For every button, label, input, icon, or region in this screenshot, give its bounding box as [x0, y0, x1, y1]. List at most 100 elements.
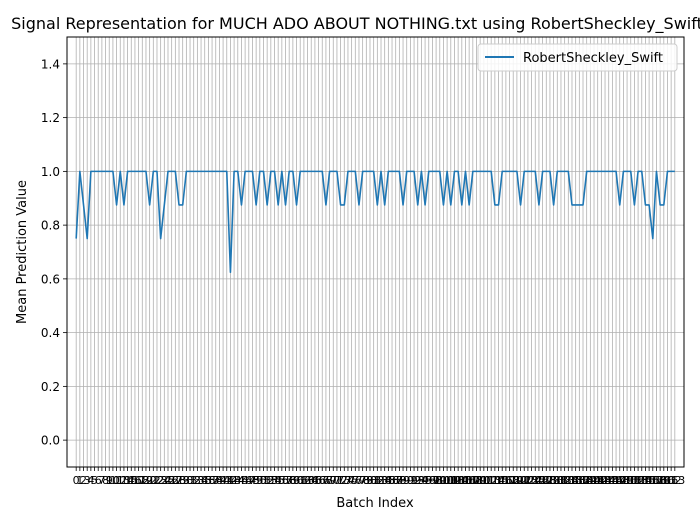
x-tick-label: 39 — [212, 474, 226, 487]
x-tick-label: 90 — [400, 474, 414, 487]
x-tick-label: 33 — [190, 474, 204, 487]
x-tick-label: 50 — [253, 474, 267, 487]
x-tick-label: 63 — [301, 474, 315, 487]
x-tick-label: 81 — [367, 474, 381, 487]
x-tick-label: 68 — [319, 474, 333, 487]
x-tick-label: 85 — [381, 474, 395, 487]
x-tick-label: 132 — [550, 474, 571, 487]
x-tick-label: 116 — [492, 474, 513, 487]
x-tick-label: 100 — [433, 474, 454, 487]
x-tick-label: 26 — [165, 474, 179, 487]
x-tick-label: 120 — [506, 474, 527, 487]
x-tick-label: 108 — [462, 474, 483, 487]
x-tick-label: 66 — [312, 474, 326, 487]
x-tick-label: 99 — [433, 474, 447, 487]
plot-frame — [66, 36, 685, 468]
x-tick-label: 58 — [282, 474, 296, 487]
x-tick-label: 156 — [639, 474, 660, 487]
x-tick-label: 3 — [84, 474, 91, 487]
y-tick-label: 0.8 — [41, 219, 60, 233]
x-tick-label: 160 — [653, 474, 674, 487]
x-tick-label: 78 — [356, 474, 370, 487]
x-tick-label: 155 — [635, 474, 656, 487]
x-tick-label: 54 — [268, 474, 282, 487]
x-tick-label: 130 — [543, 474, 564, 487]
x-tick-label: 20 — [143, 474, 157, 487]
x-tick-label: 136 — [565, 474, 586, 487]
x-tick-label: 6 — [95, 474, 102, 487]
x-tick-label: 28 — [172, 474, 186, 487]
x-tick-label: 117 — [495, 474, 516, 487]
x-tick-label: 11 — [110, 474, 124, 487]
x-tick-label: 52 — [260, 474, 274, 487]
x-tick-label: 109 — [466, 474, 487, 487]
x-tick-label: 89 — [396, 474, 410, 487]
x-tick-label: 29 — [176, 474, 190, 487]
x-tick-label: 53 — [264, 474, 278, 487]
x-tick-label: 64 — [304, 474, 318, 487]
x-tick-label: 154 — [631, 474, 652, 487]
x-tick-label: 122 — [514, 474, 535, 487]
x-tick-label: 157 — [642, 474, 663, 487]
x-tick-label: 91 — [403, 474, 417, 487]
x-tick-label: 97 — [425, 474, 439, 487]
x-tick-label: 142 — [587, 474, 608, 487]
legend-entry: RobertSheckley_Swift — [523, 51, 663, 66]
x-tick-label: 83 — [374, 474, 388, 487]
x-tick-label: 92 — [407, 474, 421, 487]
x-tick-label: 104 — [448, 474, 469, 487]
x-tick-label: 25 — [161, 474, 175, 487]
x-tick-label: 149 — [613, 474, 634, 487]
x-tick-label: 56 — [275, 474, 289, 487]
x-tick-label: 135 — [561, 474, 582, 487]
x-tick-label: 158 — [646, 474, 667, 487]
x-tick-label: 93 — [411, 474, 425, 487]
x-tick-label: 46 — [238, 474, 252, 487]
x-tick-label: 62 — [297, 474, 311, 487]
x-tick-label: 105 — [451, 474, 472, 487]
x-tick-label: 27 — [168, 474, 182, 487]
x-tick-label: 70 — [326, 474, 340, 487]
x-tick-label: 140 — [580, 474, 601, 487]
x-tick-label: 114 — [484, 474, 505, 487]
x-tick-label: 139 — [576, 474, 597, 487]
x-tick-label: 21 — [146, 474, 160, 487]
x-tick-label: 76 — [348, 474, 362, 487]
x-tick-label: 141 — [584, 474, 605, 487]
x-tick-label: 79 — [359, 474, 373, 487]
x-tick-label: 65 — [308, 474, 322, 487]
x-tick-label: 41 — [220, 474, 234, 487]
x-tick-label: 110 — [470, 474, 491, 487]
chart-title: Signal Representation for MUCH ADO ABOUT… — [11, 14, 700, 34]
x-tick-label: 2 — [80, 474, 87, 487]
x-tick-label: 74 — [341, 474, 355, 487]
x-tick-label: 38 — [209, 474, 223, 487]
x-tick-label: 57 — [279, 474, 293, 487]
x-tick-label: 31 — [183, 474, 197, 487]
y-tick-labels: 0.0 0.2 0.4 0.6 0.8 1.0 1.2 1.4 — [41, 57, 67, 448]
x-tick-label: 84 — [378, 474, 392, 487]
x-tick-label: 137 — [569, 474, 590, 487]
x-tick-label: 15 — [124, 474, 138, 487]
x-tick-label: 163 — [664, 474, 685, 487]
y-tick-label: 0.6 — [41, 272, 60, 286]
x-tick-label: 101 — [437, 474, 458, 487]
y-gridlines — [67, 63, 684, 441]
x-tick-label: 87 — [389, 474, 403, 487]
x-tick-label: 36 — [201, 474, 215, 487]
x-tick-label: 19 — [139, 474, 153, 487]
x-tick-label: 35 — [198, 474, 212, 487]
x-tick-label: 133 — [554, 474, 575, 487]
x-tick-label: 16 — [128, 474, 142, 487]
x-tick-label: 124 — [521, 474, 542, 487]
x-tick-label: 0 — [73, 474, 80, 487]
x-tick-label: 145 — [598, 474, 619, 487]
x-tick-label: 32 — [187, 474, 201, 487]
x-tick-label: 95 — [418, 474, 432, 487]
x-tick-label: 107 — [459, 474, 480, 487]
x-tick-label: 44 — [231, 474, 245, 487]
x-tick-label: 128 — [536, 474, 557, 487]
x-tick-label: 42 — [223, 474, 237, 487]
x-tick-label: 8 — [102, 474, 109, 487]
